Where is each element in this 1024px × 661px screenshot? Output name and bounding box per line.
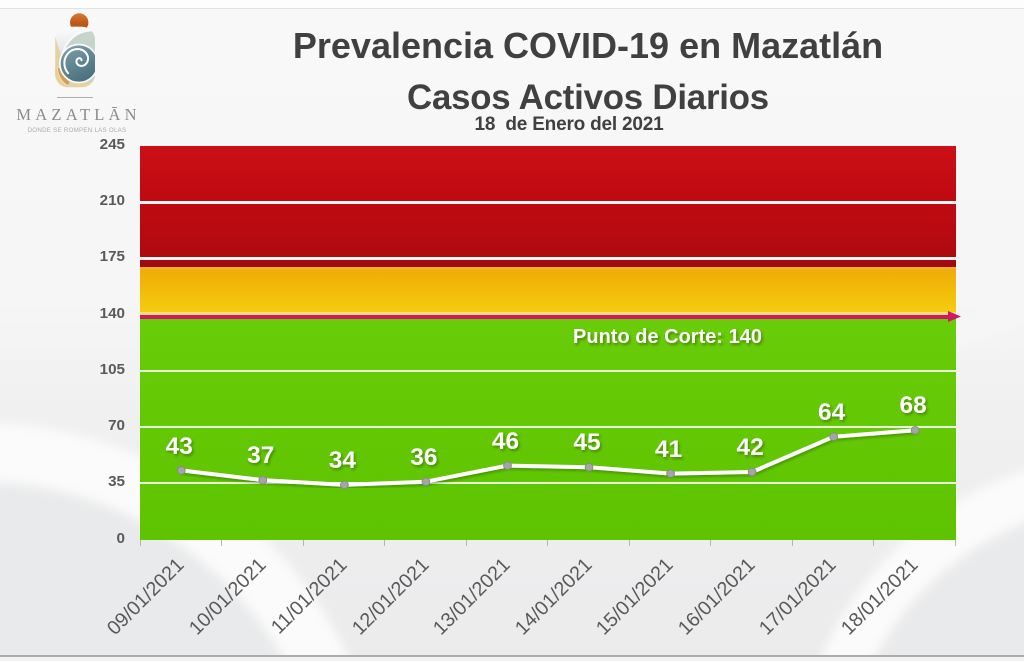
svg-text:DONDE SE ROMPEN LAS OLAS: DONDE SE ROMPEN LAS OLAS (28, 127, 127, 134)
svg-text:MAZATLĀN: MAZATLĀN (16, 105, 140, 124)
